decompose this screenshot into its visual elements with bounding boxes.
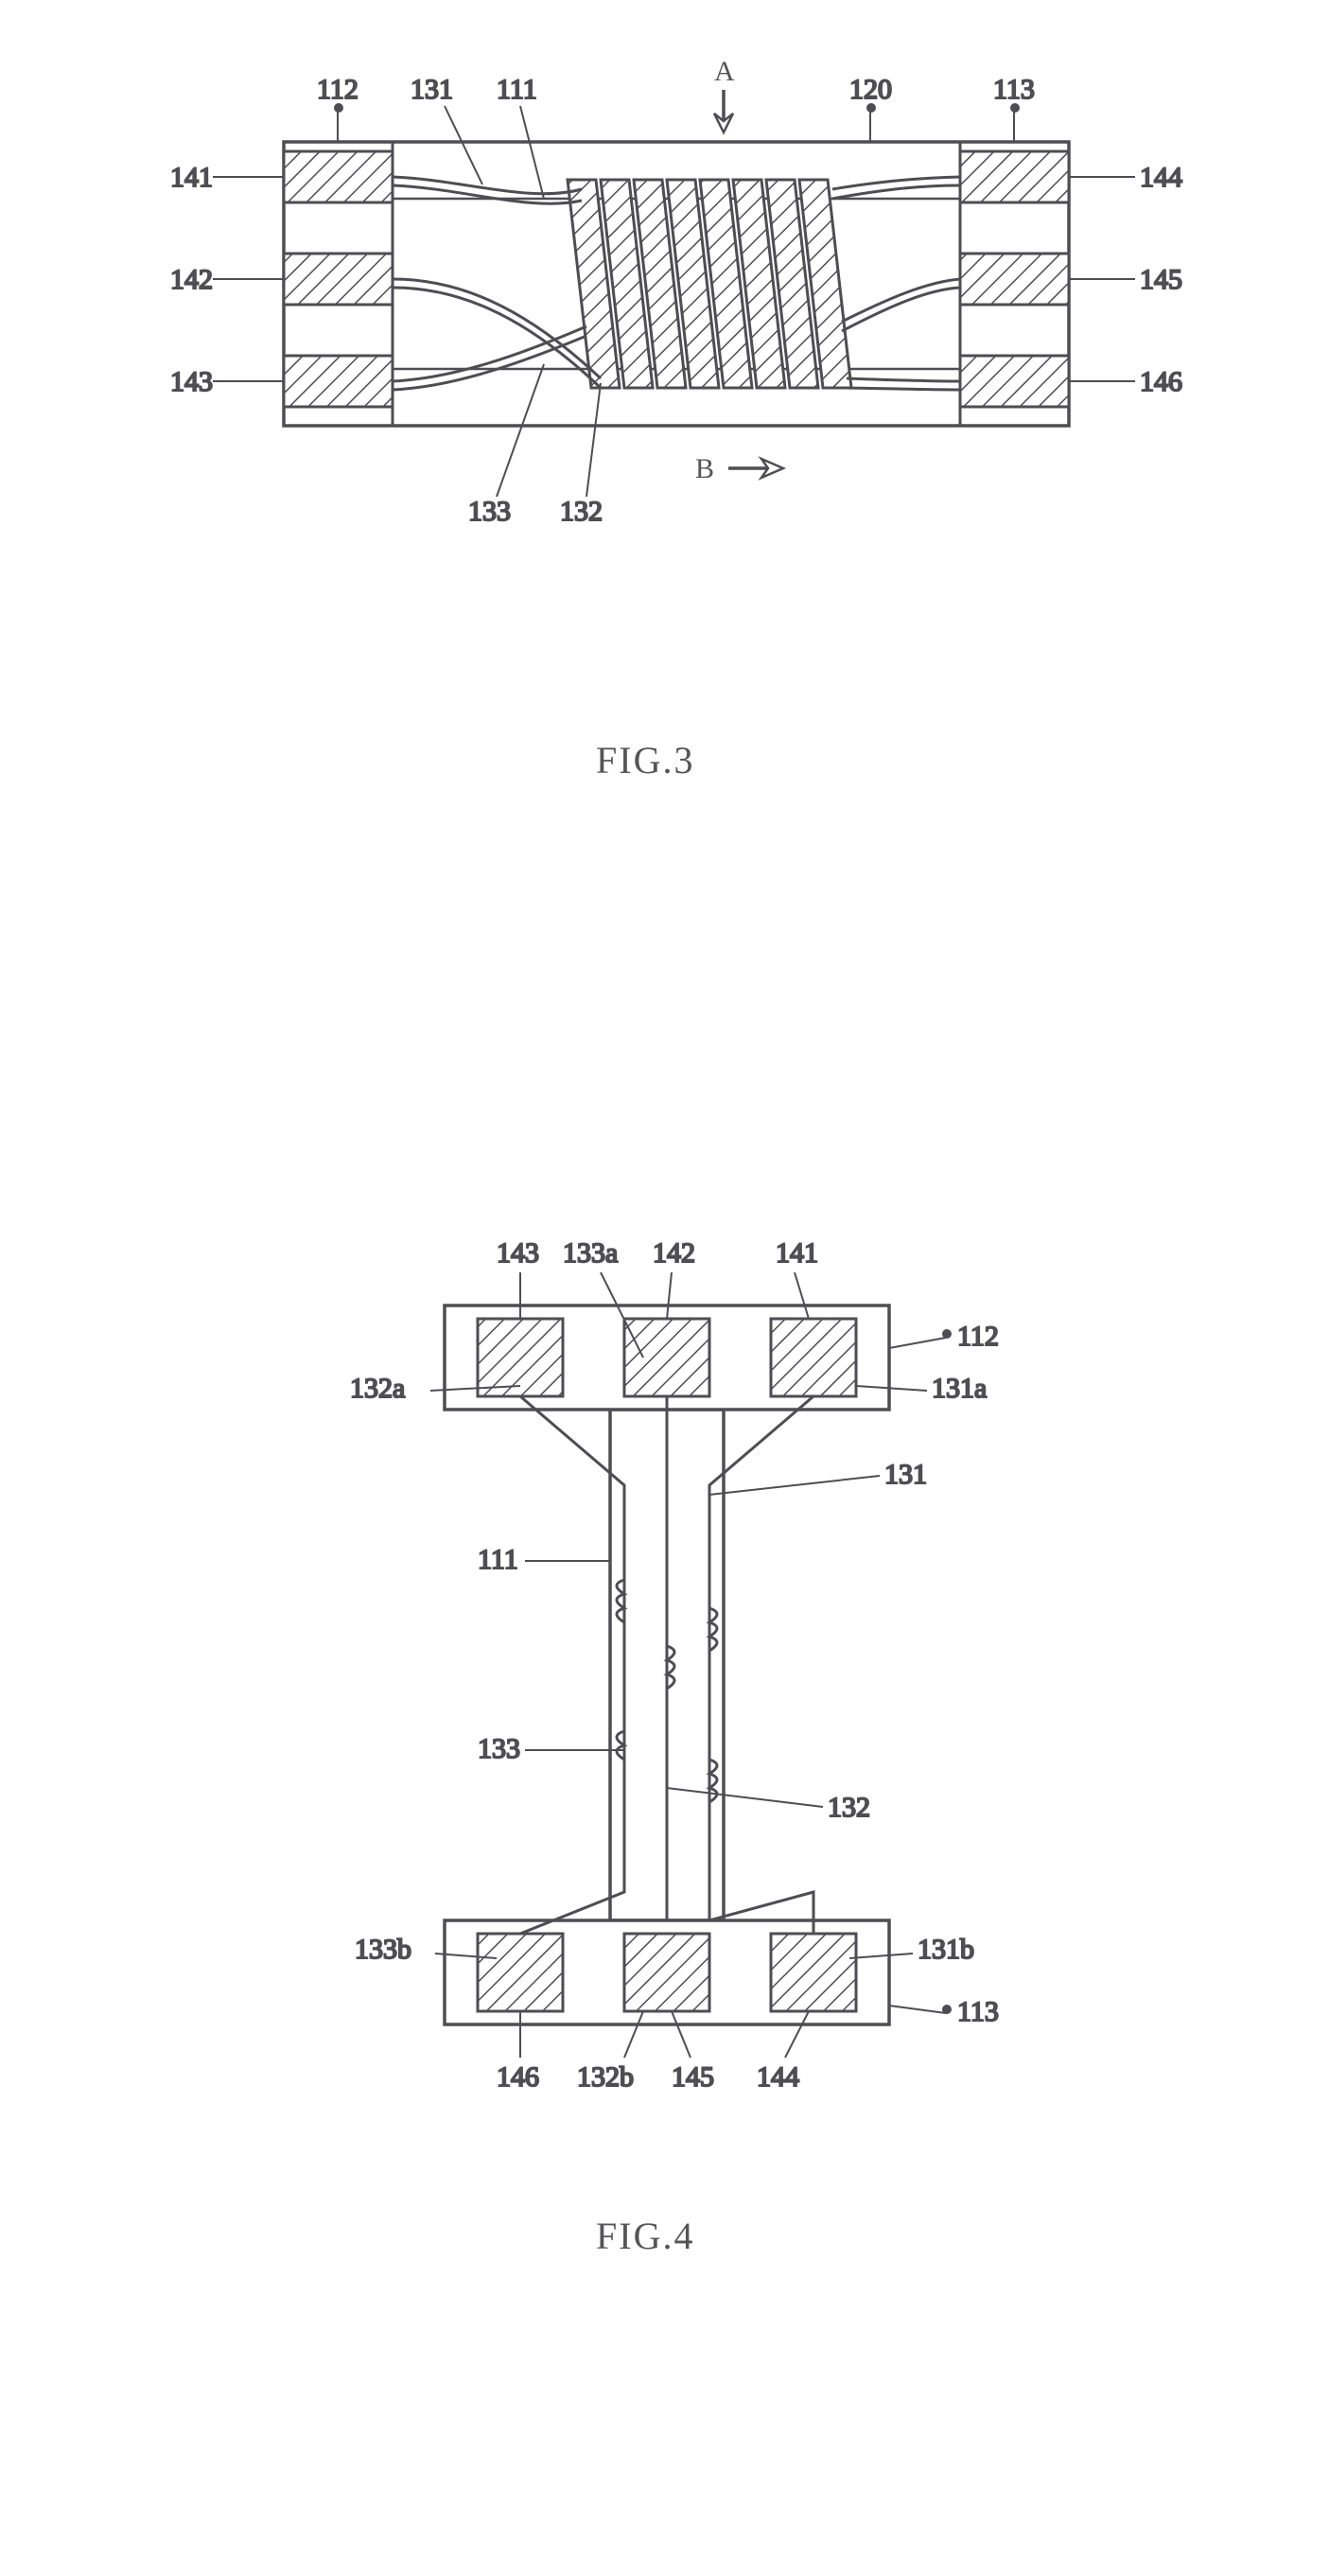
terminal-141 [284, 151, 393, 202]
direction-A: A [714, 56, 735, 132]
label-B: B [695, 453, 714, 484]
terminal-144 [771, 1934, 856, 2011]
label-131: 131 [884, 1459, 927, 1490]
label-112: 112 [317, 74, 358, 105]
label-131b: 131b [918, 1934, 974, 1965]
terminal-143 [284, 356, 393, 407]
label-142: 142 [653, 1237, 695, 1269]
terminal-146 [478, 1934, 563, 2011]
terminals-top [478, 1319, 856, 1396]
label-111: 111 [478, 1544, 518, 1575]
label-131: 131 [411, 74, 453, 105]
label-132b: 132b [577, 2061, 634, 2093]
terminals-bottom [478, 1934, 856, 2011]
label-132: 132 [560, 496, 603, 527]
caption-fig4: FIG.4 [596, 2214, 694, 2258]
terminal-142 [624, 1319, 709, 1396]
figure-4: 143 133a 142 141 112 132a 131a 131 [284, 1201, 1059, 2136]
label-132a: 132a [350, 1373, 405, 1404]
label-145: 145 [672, 2061, 714, 2093]
page: A B 112 131 111 120 113 [0, 0, 1329, 2576]
terminal-146 [960, 356, 1069, 407]
figure-3: A B 112 131 111 120 113 [170, 38, 1192, 575]
label-144: 144 [1140, 162, 1182, 193]
wires-schematic [520, 1396, 813, 1934]
label-143: 143 [170, 366, 213, 397]
label-143: 143 [497, 1237, 539, 1269]
label-146: 146 [1140, 366, 1182, 397]
label-132: 132 [828, 1792, 870, 1823]
label-133: 133 [478, 1733, 520, 1764]
label-120: 120 [849, 74, 892, 105]
label-131a: 131a [932, 1373, 987, 1404]
figure-4-svg: 143 133a 142 141 112 132a 131a 131 [284, 1201, 1059, 2129]
label-133: 133 [468, 496, 511, 527]
label-112: 112 [957, 1321, 999, 1352]
terminal-143 [478, 1319, 563, 1396]
label-113: 113 [957, 1996, 999, 2027]
label-145: 145 [1140, 264, 1182, 295]
label-141: 141 [170, 162, 213, 193]
label-A: A [714, 56, 735, 87]
label-113: 113 [993, 74, 1035, 105]
label-141: 141 [776, 1237, 818, 1269]
label-111: 111 [497, 74, 537, 105]
direction-B: B [695, 453, 783, 484]
label-146: 146 [497, 2061, 539, 2093]
label-133b: 133b [355, 1934, 411, 1965]
terminals-left [284, 151, 393, 407]
terminal-145 [960, 254, 1069, 305]
terminal-145 [624, 1934, 709, 2011]
figure-3-svg: A B 112 131 111 120 113 [170, 38, 1192, 568]
caption-fig3: FIG.3 [596, 738, 694, 782]
terminal-144 [960, 151, 1069, 202]
label-144: 144 [757, 2061, 799, 2093]
terminal-141 [771, 1319, 856, 1396]
terminals-right [960, 151, 1069, 407]
label-142: 142 [170, 264, 213, 295]
terminal-142 [284, 254, 393, 305]
label-133a: 133a [563, 1237, 618, 1269]
